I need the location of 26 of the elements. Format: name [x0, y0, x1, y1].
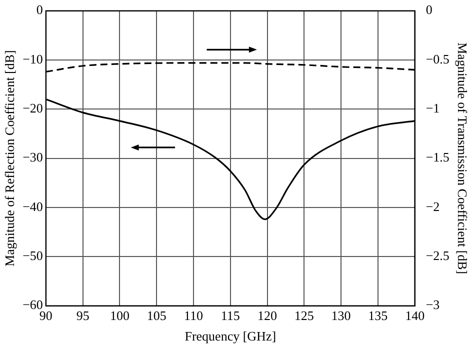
x-tick-label: 115: [220, 308, 240, 324]
y2-tick-label: −2: [426, 198, 440, 214]
y2-tick-label: −1: [426, 100, 440, 116]
x-tick-label: 100: [110, 308, 130, 324]
y2-axis-title: Magnitude of Transmission Coefficient [dB]: [454, 42, 470, 274]
x-tick-label: 140: [405, 308, 425, 324]
x-tick-label: 130: [331, 308, 351, 324]
y2-tick-label: −2.5: [426, 248, 450, 264]
y-tick-label: −30: [22, 150, 43, 165]
y-tick-label: −40: [22, 198, 43, 214]
x-tick-label: 95: [76, 308, 90, 324]
x-tick-label: 120: [258, 308, 278, 324]
y-tick-label: 0: [36, 2, 43, 18]
x-axis-title: Frequency [GHz]: [184, 328, 276, 344]
y2-tick-label: −1.5: [426, 150, 450, 165]
x-tick-label: 105: [146, 308, 166, 324]
y2-tick-label: 0: [426, 2, 432, 18]
x-tick-label: 125: [294, 308, 314, 324]
x-tick-label: 110: [184, 308, 203, 324]
x-tick-label: 135: [368, 308, 388, 324]
y2-tick-label: −0.5: [426, 51, 450, 66]
y-tick-label: −50: [22, 248, 43, 264]
y-tick-label: −10: [22, 51, 43, 66]
y-tick-label: −20: [22, 100, 43, 116]
y-axis-title: Magnitude of Reflection Coefficient [dB]: [2, 50, 18, 266]
y2-tick-label: −3: [426, 297, 440, 312]
